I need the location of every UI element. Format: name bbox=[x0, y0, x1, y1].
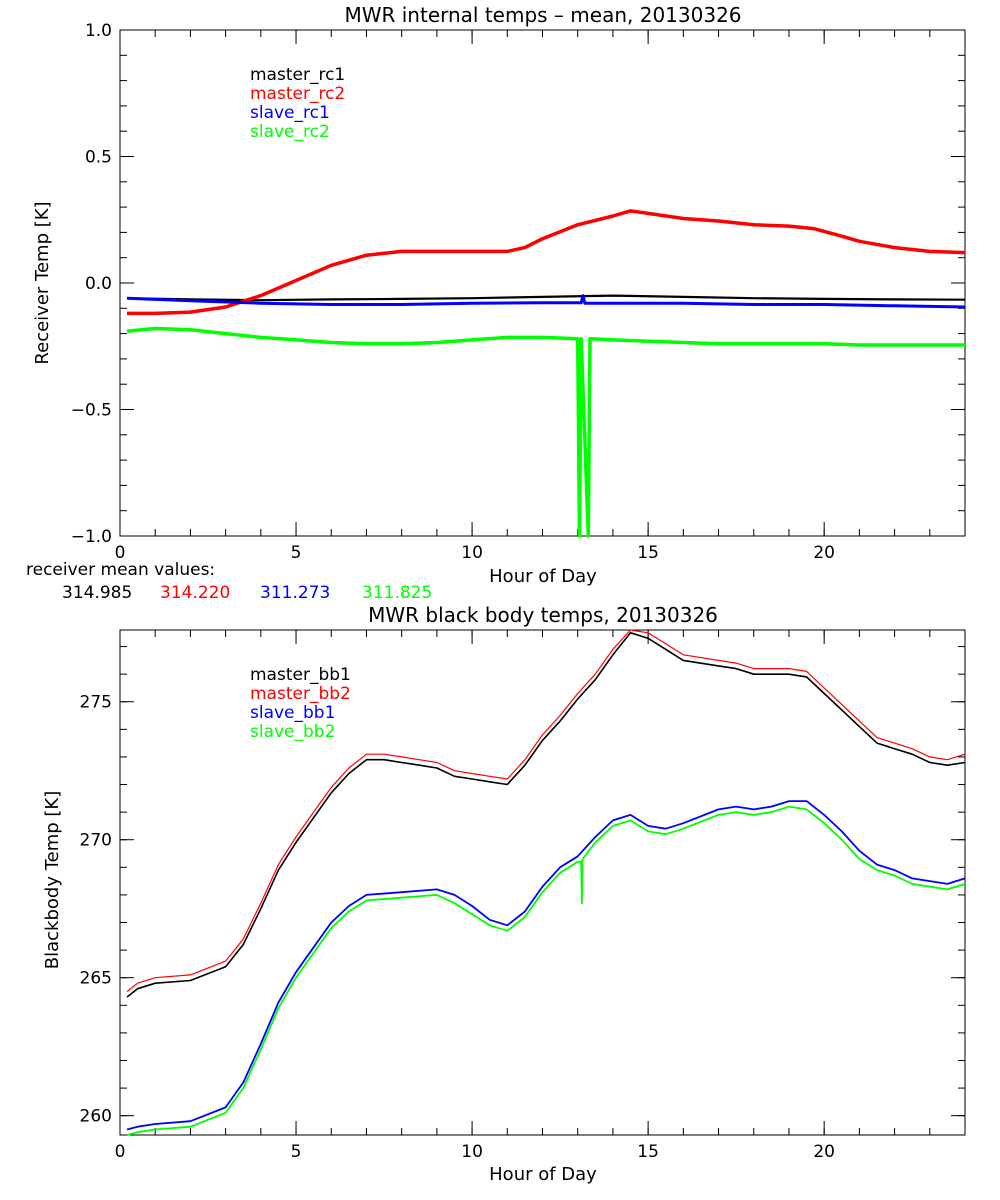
x-tick-label: 0 bbox=[115, 543, 126, 563]
legend-entry: master_bb1 bbox=[250, 665, 351, 685]
legend-entry: master_bb2 bbox=[250, 684, 351, 704]
series-line-slave_rc1 bbox=[126, 294, 966, 309]
mean-value: 311.825 bbox=[362, 583, 432, 603]
x-tick-label: 5 bbox=[291, 543, 302, 563]
axis-ticks: 0 5 10 15 20 260 265 270 275 bbox=[80, 630, 966, 1162]
y-tick-label: 1.0 bbox=[85, 21, 112, 41]
x-tick-label: 15 bbox=[637, 1142, 659, 1162]
legend-entry: master_rc1 bbox=[250, 65, 345, 85]
chart-title: MWR internal temps – mean, 20130326 bbox=[344, 3, 741, 27]
axis-ticks: 0 5 10 15 20 −1.0 −0.5 0.0 0.5 1.0 bbox=[71, 21, 966, 563]
mean-value: 311.273 bbox=[260, 583, 330, 603]
x-tick-label: 10 bbox=[461, 1142, 483, 1162]
series-lines bbox=[126, 209, 966, 538]
legend-entry: master_rc2 bbox=[250, 84, 345, 104]
legend-entry: slave_rc1 bbox=[250, 103, 330, 123]
y-axis-label: Receiver Temp [K] bbox=[32, 201, 53, 364]
legend-entry: slave_bb2 bbox=[250, 722, 335, 742]
receiver-means: receiver mean values: 314.985 314.220 31… bbox=[26, 560, 432, 603]
series-line-master_rc2 bbox=[127, 209, 966, 316]
y-tick-label: −0.5 bbox=[71, 401, 112, 421]
y-tick-label: 0.5 bbox=[85, 148, 112, 168]
series-lines bbox=[126, 629, 966, 1136]
mean-value: 314.985 bbox=[62, 583, 132, 603]
blackbody-temp-panel: MWR black body temps, 20130326 0 5 10 15 20 2… bbox=[42, 603, 966, 1185]
series-line-slave_rc2 bbox=[126, 326, 965, 538]
series-line-master_bb2 bbox=[126, 629, 966, 992]
chart-title: MWR black body temps, 20130326 bbox=[368, 603, 718, 627]
y-tick-label: 260 bbox=[80, 1107, 112, 1127]
plot-frame bbox=[119, 29, 966, 537]
x-tick-label: 0 bbox=[115, 1142, 126, 1162]
receiver-means-label: receiver mean values: bbox=[26, 560, 215, 580]
x-tick-label: 20 bbox=[813, 543, 835, 563]
y-tick-label: 275 bbox=[80, 693, 112, 713]
y-tick-label: 265 bbox=[80, 969, 112, 989]
series-line-slave_bb2 bbox=[126, 805, 966, 1136]
x-tick-label: 20 bbox=[813, 1142, 835, 1162]
y-tick-label: 0.0 bbox=[85, 274, 112, 294]
x-tick-label: 15 bbox=[637, 543, 659, 563]
x-tick-label: 5 bbox=[291, 1142, 302, 1162]
legend-entry: slave_rc2 bbox=[250, 122, 330, 142]
mean-value: 314.220 bbox=[160, 583, 230, 603]
y-tick-label: 270 bbox=[80, 831, 112, 851]
series-line-master_bb1 bbox=[126, 631, 966, 998]
legend-entry: slave_bb1 bbox=[250, 703, 335, 723]
x-tick-label: 10 bbox=[461, 543, 483, 563]
series-line-master_rc1 bbox=[126, 294, 966, 302]
legend: master_rc1 master_rc2 slave_rc1 slave_rc… bbox=[250, 65, 345, 142]
receiver-temp-panel: MWR internal temps – mean, 20130326 0 5 10… bbox=[32, 3, 966, 587]
x-axis-label: Hour of Day bbox=[489, 566, 597, 587]
y-tick-label: −1.0 bbox=[71, 527, 112, 547]
y-axis-label: Blackbody Temp [K] bbox=[42, 791, 63, 969]
legend: master_bb1 master_bb2 slave_bb1 slave_bb… bbox=[250, 665, 351, 742]
x-axis-label: Hour of Day bbox=[489, 1164, 597, 1185]
series-line-slave_bb1 bbox=[126, 800, 966, 1131]
